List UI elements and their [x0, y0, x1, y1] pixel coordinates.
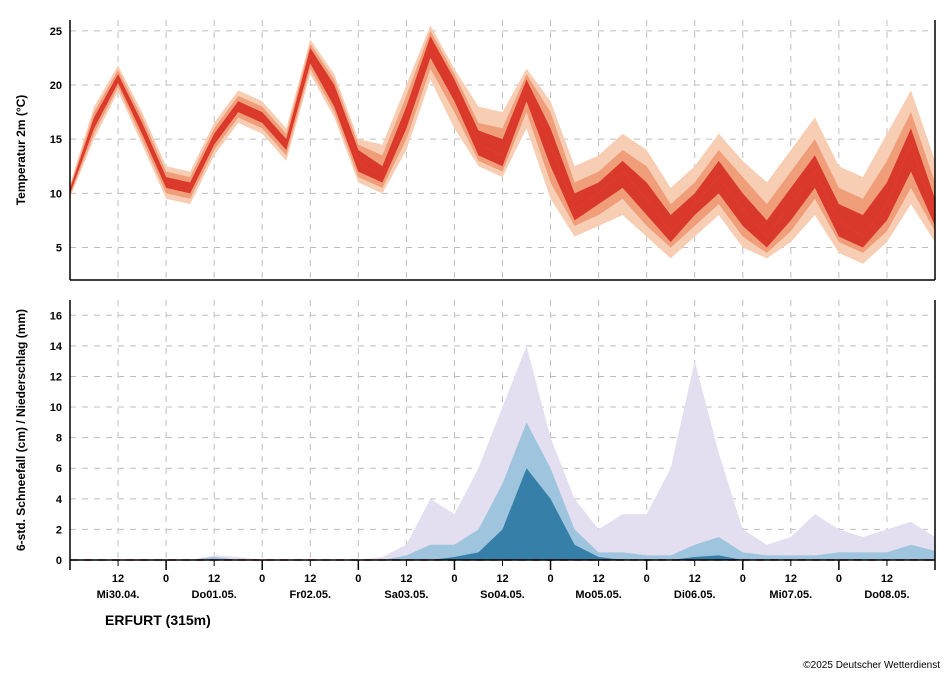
day-label: So04.05. [480, 589, 525, 601]
svg-text:12: 12 [785, 573, 797, 585]
svg-text:25: 25 [50, 26, 62, 38]
svg-text:0: 0 [451, 573, 457, 585]
svg-text:12: 12 [689, 573, 701, 585]
svg-text:6: 6 [56, 463, 62, 475]
day-label: Do08.05. [864, 589, 909, 601]
svg-text:0: 0 [740, 573, 746, 585]
svg-text:14: 14 [50, 341, 63, 353]
precip-y-label: 6-std. Schneefall (cm) / Niederschlag (m… [14, 309, 28, 551]
svg-text:12: 12 [304, 573, 316, 585]
day-label: Mi07.05. [769, 589, 812, 601]
svg-text:5: 5 [56, 243, 62, 255]
svg-text:0: 0 [259, 573, 265, 585]
svg-text:12: 12 [400, 573, 412, 585]
svg-text:16: 16 [50, 310, 62, 322]
svg-text:0: 0 [355, 573, 361, 585]
day-label: Di06.05. [674, 589, 716, 601]
day-label: Fr02.05. [289, 589, 331, 601]
svg-text:12: 12 [881, 573, 893, 585]
svg-text:10: 10 [50, 188, 62, 200]
svg-text:0: 0 [644, 573, 650, 585]
day-label: Mi30.04. [97, 589, 140, 601]
temp-y-label: Temperatur 2m (°C) [14, 95, 28, 206]
svg-text:12: 12 [50, 371, 62, 383]
station-label: ERFURT (315m) [105, 612, 211, 628]
svg-text:12: 12 [496, 573, 508, 585]
day-label: Sa03.05. [384, 589, 428, 601]
copyright-label: ©2025 Deutscher Wetterdienst [803, 660, 940, 671]
svg-text:0: 0 [547, 573, 553, 585]
svg-text:0: 0 [163, 573, 169, 585]
svg-text:0: 0 [56, 555, 62, 567]
svg-text:2: 2 [56, 524, 62, 536]
chart-svg: 5 10 15 20 25 Temperatur 2m (°C) 0 2 4 6 8 10 12 14 16… [0, 0, 950, 680]
svg-text:15: 15 [50, 134, 62, 146]
day-label: Do01.05. [192, 589, 237, 601]
svg-text:20: 20 [50, 80, 62, 92]
svg-text:12: 12 [208, 573, 220, 585]
chart-container: 5 10 15 20 25 Temperatur 2m (°C) 0 2 4 6 8 10 12 14 16… [0, 0, 950, 680]
svg-text:4: 4 [56, 494, 63, 506]
svg-text:0: 0 [836, 573, 842, 585]
svg-text:8: 8 [56, 433, 62, 445]
svg-text:12: 12 [112, 573, 124, 585]
svg-text:10: 10 [50, 402, 62, 414]
svg-text:12: 12 [592, 573, 604, 585]
day-label: Mo05.05. [575, 589, 621, 601]
